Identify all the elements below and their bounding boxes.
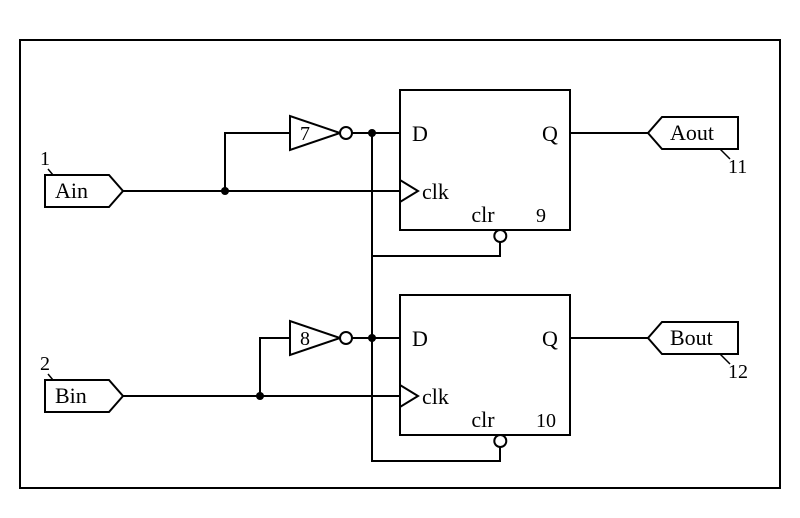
ff-clk-label-ff10: clk xyxy=(422,384,449,409)
node-nInv8out xyxy=(368,334,376,342)
port-label-bin: Bin xyxy=(55,383,87,408)
port-bin: Bin2 xyxy=(40,353,123,412)
node-nA xyxy=(221,187,229,195)
inverter-inv8: 8 xyxy=(290,321,352,355)
ff-clr-label-ff10: clr xyxy=(471,407,495,432)
port-bout: Bout 12 xyxy=(648,322,748,383)
inverter-ref-inv7: 7 xyxy=(300,123,310,145)
flipflop-ff10: D Qclkclr 10 xyxy=(400,295,570,447)
node-nInv7out xyxy=(368,129,376,137)
wire-nB-up-to-inv8 xyxy=(260,338,290,396)
port-ref-aout: 11 xyxy=(728,156,747,178)
wire-nA-up-to-inv7 xyxy=(225,133,290,191)
ff-ref-ff9: 9 xyxy=(536,205,546,227)
port-ref-bout: 12 xyxy=(728,361,748,383)
port-aout: Aout 11 xyxy=(648,117,747,178)
ff-d-label-ff9: D xyxy=(412,121,428,146)
ff-d-label-ff10: D xyxy=(412,326,428,351)
inverter-inv7: 7 xyxy=(290,116,352,150)
port-label-aout: Aout xyxy=(670,120,714,145)
ff-q-label-ff10: Q xyxy=(542,326,558,351)
ff-q-label-ff9: Q xyxy=(542,121,558,146)
ff-ref-ff10: 10 xyxy=(536,410,556,432)
flipflop-ff9: D Qclkclr 9 xyxy=(400,90,570,242)
ff-clk-label-ff9: clk xyxy=(422,179,449,204)
inverter-ref-inv8: 8 xyxy=(300,328,310,350)
port-label-ain: Ain xyxy=(55,178,88,203)
port-ain: Ain1 xyxy=(40,148,123,207)
node-nB xyxy=(256,392,264,400)
ff-clr-label-ff9: clr xyxy=(471,202,495,227)
port-ref-bin: 2 xyxy=(40,353,50,375)
port-label-bout: Bout xyxy=(670,325,713,350)
port-ref-ain: 1 xyxy=(40,148,50,170)
